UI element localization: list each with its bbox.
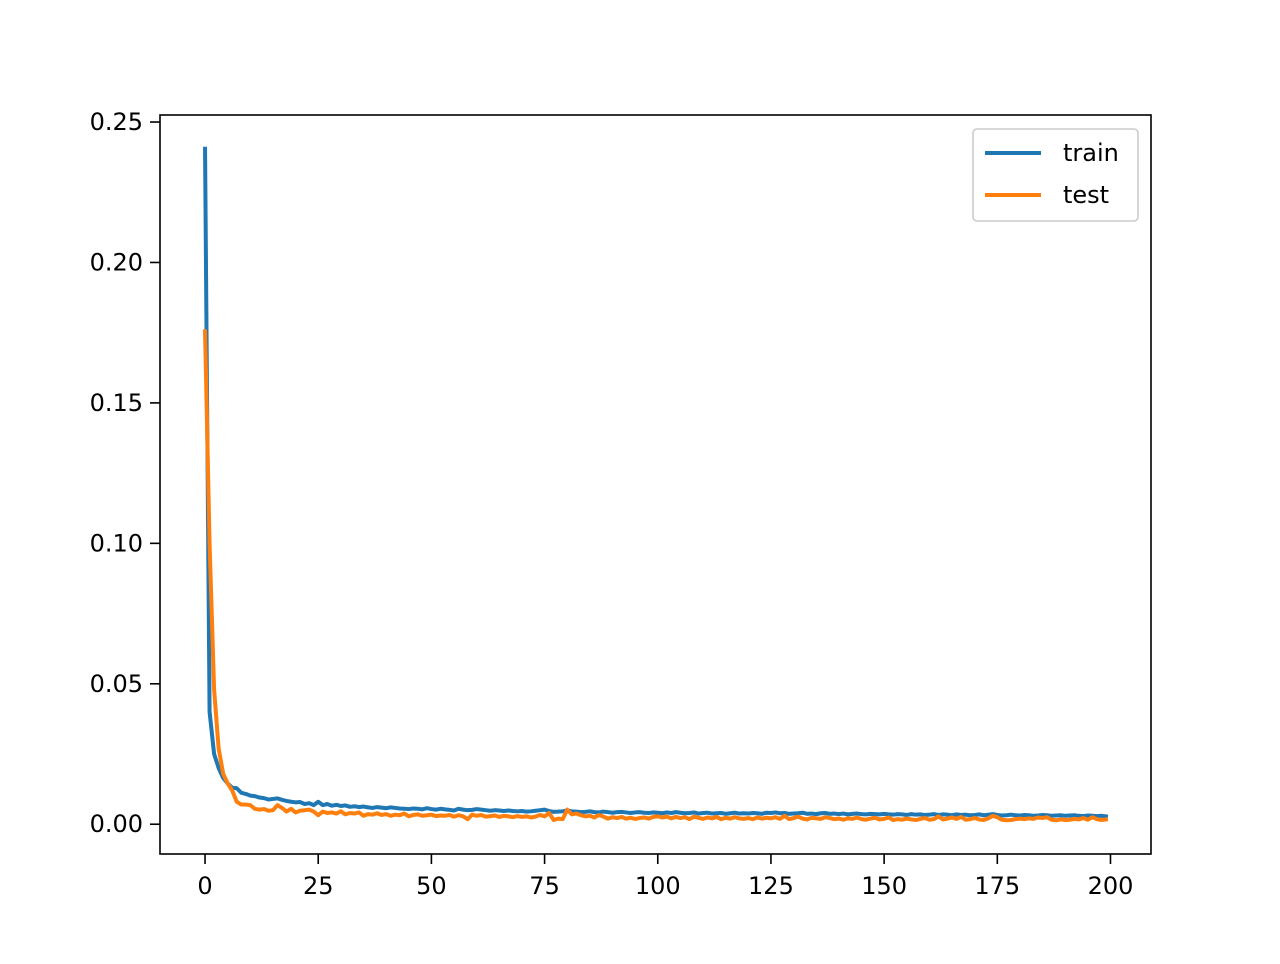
- x-tick-label: 0: [197, 872, 212, 900]
- y-tick-label: 0.15: [90, 389, 143, 417]
- x-tick-label: 50: [416, 872, 447, 900]
- x-tick-label: 175: [974, 872, 1020, 900]
- plot-frame: [159, 114, 1152, 855]
- x-tick-label: 150: [861, 872, 907, 900]
- y-tick-label: 0.10: [90, 529, 143, 557]
- y-tick-label: 0.25: [90, 108, 143, 136]
- x-tick-label: 200: [1088, 872, 1134, 900]
- legend-label: train: [1063, 139, 1119, 167]
- series-line: [203, 329, 1109, 823]
- x-tick-label: 125: [748, 872, 794, 900]
- x-tick-label: 100: [635, 872, 681, 900]
- y-tick-label: 0.05: [90, 670, 143, 698]
- series-line: [203, 146, 1109, 819]
- y-tick-label: 0.20: [90, 248, 143, 276]
- y-tick-label: 0.00: [90, 810, 143, 838]
- x-tick-label: 75: [529, 872, 560, 900]
- x-tick-label: 25: [303, 872, 334, 900]
- legend-label: test: [1063, 181, 1109, 209]
